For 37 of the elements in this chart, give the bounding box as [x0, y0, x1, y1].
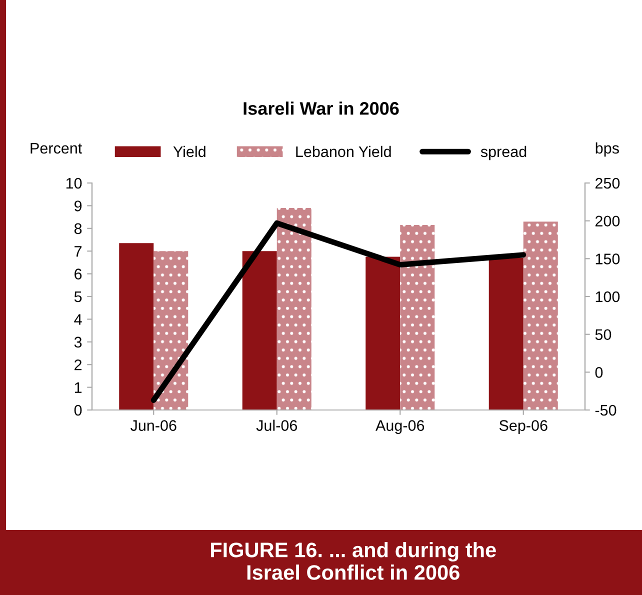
bar	[400, 224, 435, 410]
y-tick-label: 2	[74, 359, 82, 370]
legend-label: Lebanon Yield	[296, 146, 391, 158]
y2-tick-label: 50	[595, 329, 612, 340]
x-tick-label: Jun-06	[130, 420, 176, 431]
y-axis-title: Percent	[30, 142, 82, 154]
y2-tick-label: -50	[595, 404, 616, 416]
legend-label: Yield	[173, 146, 206, 158]
chart-title: Isareli War in 2006	[244, 102, 399, 115]
y-tick-label: 1	[74, 382, 82, 393]
y2-tick-label: 200	[595, 216, 620, 227]
x-tick-label: Sep-06	[499, 420, 548, 434]
y2-tick-label: 150	[596, 254, 620, 264]
caption: FIGURE 16. ... and during the Israel Conflict in 2006	[210, 542, 496, 580]
y-tick-label: 7	[74, 246, 82, 257]
y-tick-label: 8	[74, 223, 82, 234]
bar	[523, 222, 558, 410]
y-tick-label: 5	[74, 292, 82, 302]
legend-label: spread	[480, 146, 526, 160]
bar	[276, 208, 312, 410]
bar	[154, 251, 188, 410]
y-tick-label: 0	[74, 404, 82, 416]
x-tick-label: Jul-06	[256, 420, 298, 431]
bar	[119, 243, 154, 410]
bar	[488, 258, 524, 410]
x-tick-label: Aug-06	[376, 420, 424, 434]
bar	[366, 256, 400, 410]
y2-tick-label: 100	[596, 291, 620, 302]
y-tick-label: 6	[74, 268, 82, 280]
y-tick-label: 3	[74, 336, 82, 348]
y2-axis-title: bps	[596, 142, 619, 157]
bar	[242, 251, 277, 410]
y-tick-label: 10	[66, 178, 82, 189]
y2-tick-label: 250	[595, 178, 620, 189]
y2-tick-label: 0	[595, 367, 603, 378]
y-tick-label: 4	[74, 314, 82, 325]
y-tick-label: 9	[74, 200, 82, 212]
